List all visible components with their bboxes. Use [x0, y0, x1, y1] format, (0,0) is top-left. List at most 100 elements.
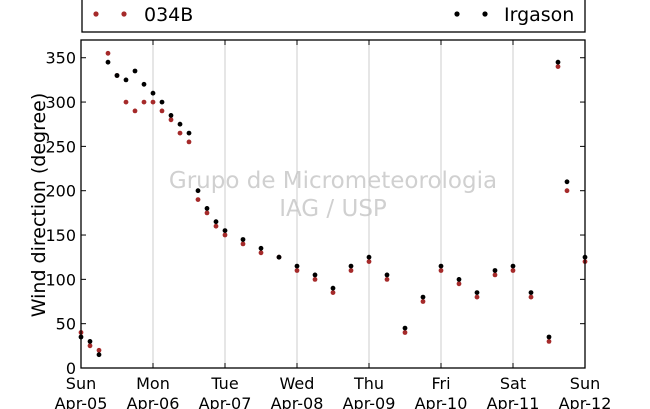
data-point-irgason — [348, 263, 354, 269]
data-point-irgason — [312, 272, 318, 278]
data-point-irgason — [258, 245, 264, 251]
data-point-034b — [492, 272, 498, 278]
data-point-034b — [195, 197, 201, 203]
data-point-034b — [420, 299, 426, 304]
data-point-irgason — [546, 334, 552, 340]
data-point-034b — [168, 117, 174, 123]
data-point-irgason — [150, 90, 156, 96]
x-tick-label-day: Thu — [353, 374, 384, 393]
legend-frame — [81, 0, 586, 33]
data-point-034b — [474, 294, 480, 300]
data-point-irgason — [222, 228, 228, 234]
legend-label-irgason: Irgason — [504, 4, 574, 26]
watermark-line-1: Grupo de Micrometeorologia — [169, 168, 497, 194]
data-point-034b — [384, 277, 390, 282]
legend-marker-irgason — [454, 11, 460, 17]
y-tick-label: 350 — [45, 49, 76, 68]
data-point-irgason — [402, 325, 408, 331]
data-point-irgason — [204, 206, 210, 211]
data-point-irgason — [420, 294, 426, 300]
x-tick-label-day: Mon — [136, 374, 170, 393]
data-point-034b — [330, 290, 336, 295]
data-point-034b — [177, 130, 183, 136]
legend-marker-034b — [93, 11, 99, 17]
y-tick-label: 250 — [45, 137, 76, 156]
legend: 034B Irgason — [81, 0, 586, 33]
data-point-034b — [456, 281, 462, 287]
data-point-034b — [366, 259, 372, 264]
plot-frame — [80, 39, 586, 369]
x-tick-label-day: Fri — [431, 374, 450, 393]
data-point-irgason — [177, 121, 183, 127]
data-point-034b — [141, 99, 147, 105]
data-point-irgason — [159, 99, 165, 105]
x-tick-label-date: Apr-12 — [559, 394, 612, 409]
data-point-irgason — [555, 59, 561, 65]
data-point-034b — [159, 108, 165, 114]
x-tick-label-date: Apr-05 — [55, 394, 108, 409]
data-point-irgason — [96, 352, 102, 358]
data-point-irgason — [438, 263, 444, 269]
x-tick-label-day: Wed — [280, 374, 315, 393]
plot-area — [81, 40, 585, 368]
y-tick-label: 200 — [45, 182, 76, 201]
data-point-034b — [312, 277, 318, 282]
data-point-034b — [438, 268, 444, 273]
data-point-irgason — [213, 219, 219, 225]
data-point-034b — [294, 268, 300, 273]
x-tick-label-date: Apr-06 — [127, 394, 180, 409]
data-point-irgason — [87, 339, 93, 344]
data-point-irgason — [528, 290, 534, 295]
legend-marker-irgason — [482, 11, 488, 17]
data-point-034b — [150, 99, 156, 105]
data-point-irgason — [105, 59, 111, 65]
data-point-irgason — [474, 290, 480, 295]
data-point-034b — [528, 294, 534, 300]
data-point-034b — [132, 108, 138, 114]
data-point-034b — [222, 232, 228, 238]
data-point-irgason — [492, 268, 498, 273]
data-point-irgason — [240, 237, 246, 242]
data-point-irgason — [195, 188, 201, 194]
watermark-line-2: IAG / USP — [279, 196, 387, 222]
x-tick-label-day: Sun — [570, 374, 600, 393]
data-point-irgason — [114, 73, 120, 78]
data-point-034b — [96, 347, 102, 353]
data-point-irgason — [366, 254, 372, 260]
legend-marker-034b — [121, 11, 127, 17]
y-tick-label: 50 — [56, 315, 76, 334]
x-tick-label-date: Apr-08 — [271, 394, 324, 409]
data-point-irgason — [510, 263, 516, 269]
data-point-irgason — [330, 285, 336, 291]
data-point-034b — [186, 139, 192, 145]
x-tick-label-date: Apr-10 — [415, 394, 468, 409]
x-tick-label-day: Tue — [210, 374, 238, 393]
data-point-irgason — [384, 272, 390, 278]
y-tick-label: 150 — [45, 226, 76, 245]
grid — [152, 40, 514, 368]
x-tick-label-day: Sat — [500, 374, 526, 393]
data-point-irgason — [123, 77, 129, 83]
data-point-034b — [564, 188, 570, 194]
data-point-034b — [123, 99, 129, 105]
y-axis: 0 50 100 150 200 250 300 350 — [45, 49, 585, 378]
x-tick-label-date: Apr-11 — [487, 394, 540, 409]
data-point-034b — [204, 210, 210, 216]
data-point-034b — [546, 339, 552, 344]
legend-label-034b: 034B — [144, 4, 193, 26]
y-tick-label: 100 — [45, 270, 76, 289]
data-points — [78, 50, 588, 358]
data-point-034b — [105, 50, 111, 56]
data-point-034b — [258, 250, 264, 256]
data-point-irgason — [132, 68, 138, 74]
data-point-irgason — [456, 277, 462, 282]
x-tick-label-date: Apr-07 — [199, 394, 252, 409]
data-point-034b — [213, 223, 219, 229]
x-tick-label-day: Sun — [66, 374, 96, 393]
data-point-034b — [555, 64, 561, 69]
data-point-irgason — [141, 81, 147, 87]
data-point-034b — [348, 268, 354, 273]
data-point-irgason — [294, 263, 300, 269]
data-point-034b — [87, 343, 93, 349]
